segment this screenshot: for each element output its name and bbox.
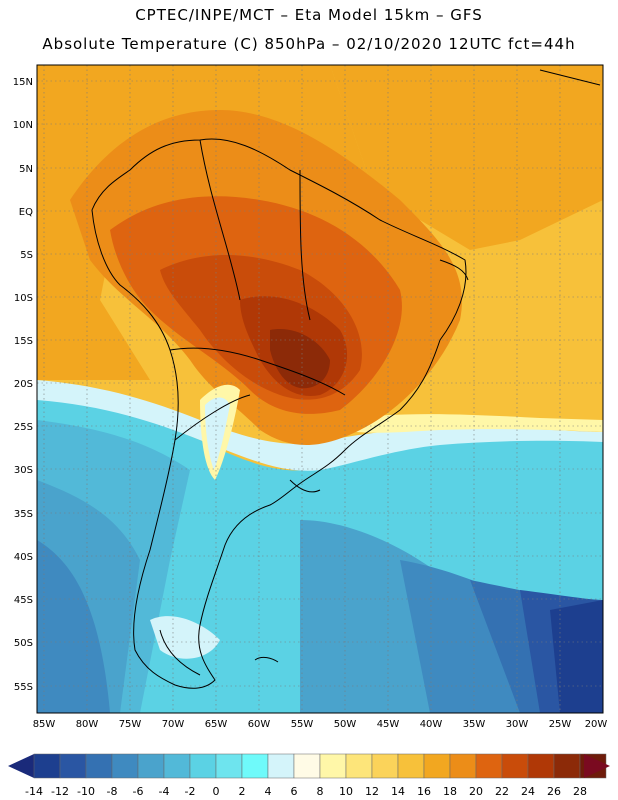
colorbar-swatch	[189, 753, 217, 779]
lat-label: 40S	[14, 552, 33, 563]
lon-label: 75W	[119, 719, 142, 730]
lat-label: 10N	[13, 120, 33, 131]
lon-label: 45W	[377, 719, 400, 730]
coastlines	[91, 69, 601, 689]
lat-label: 25S	[14, 422, 33, 433]
lon-label: 80W	[76, 719, 99, 730]
temperature-field	[37, 65, 603, 713]
lon-label: 50W	[334, 719, 357, 730]
colorbar-label: 18	[443, 785, 457, 798]
colorbar-label: -4	[159, 785, 170, 798]
colorbar-swatch	[475, 753, 503, 779]
lat-label: 15S	[14, 336, 33, 347]
lat-label: 30S	[14, 465, 33, 476]
colorbar-label: 12	[365, 785, 379, 798]
colorbar-low-arrow	[8, 754, 34, 778]
colorbar-swatch	[553, 753, 581, 779]
colorbar-label: 20	[469, 785, 483, 798]
lon-label: 65W	[205, 719, 228, 730]
lon-label: 40W	[420, 719, 443, 730]
colorbar-swatch	[163, 753, 191, 779]
lon-label: 60W	[248, 719, 271, 730]
colorbar-label: 28	[573, 785, 587, 798]
colorbar-label: 6	[291, 785, 298, 798]
colorbar-high-arrow	[584, 754, 610, 778]
colorbar-label: -8	[107, 785, 118, 798]
colorbar-label: 26	[547, 785, 561, 798]
colorbar-swatch	[371, 753, 399, 779]
colorbar-swatch	[33, 753, 61, 779]
colorbar-swatch	[137, 753, 165, 779]
colorbar-label: -6	[133, 785, 144, 798]
lat-label: 10S	[14, 293, 33, 304]
lon-label: 70W	[162, 719, 185, 730]
colorbar-label: 2	[239, 785, 246, 798]
lat-label: 15N	[13, 77, 33, 88]
colorbar-swatch	[449, 753, 477, 779]
colorbar-label: 16	[417, 785, 431, 798]
grid-lines	[37, 65, 603, 713]
colorbar-swatch	[215, 753, 243, 779]
colorbar-label: -12	[51, 785, 69, 798]
colorbar-swatch	[59, 753, 87, 779]
lat-label: 35S	[14, 509, 33, 520]
colorbar-swatch	[345, 753, 373, 779]
colorbar-label: 10	[339, 785, 353, 798]
colorbar-swatch	[397, 753, 425, 779]
colorbar-label: -2	[185, 785, 196, 798]
colorbar-label: 14	[391, 785, 405, 798]
lon-label: 55W	[291, 719, 314, 730]
colorbar-label: 8	[317, 785, 324, 798]
lat-label: EQ	[19, 207, 33, 218]
colorbar-swatch	[267, 753, 295, 779]
colorbar-swatch	[241, 753, 269, 779]
colorbar-swatch	[85, 753, 113, 779]
colorbar-label: 24	[521, 785, 535, 798]
chart-title-line-2: Absolute Temperature (C) 850hPa – 02/10/…	[42, 35, 576, 53]
lat-label: 45S	[14, 595, 33, 606]
lat-label: 55S	[14, 682, 33, 693]
chart-title-line-1: CPTEC/INPE/MCT – Eta Model 15km – GFS	[135, 6, 483, 24]
colorbar-swatch	[527, 753, 555, 779]
colorbar-label: 4	[265, 785, 272, 798]
colorbar-swatch	[293, 753, 321, 779]
colorbar-swatch	[319, 753, 347, 779]
colorbar-label: 22	[495, 785, 509, 798]
lon-label: 35W	[463, 719, 486, 730]
lon-label: 20W	[585, 719, 608, 730]
lon-label: 30W	[506, 719, 529, 730]
colorbar: -14 -12 -10 -8 -6 -4 -2 0 2 4 6 8 10 12 …	[8, 753, 610, 798]
colorbar-label: 0	[213, 785, 220, 798]
lat-label: 5N	[19, 164, 33, 175]
colorbar-swatch	[501, 753, 529, 779]
colorbar-swatch	[423, 753, 451, 779]
latitude-labels: 15N 10N 5N EQ 5S 10S 15S 20S 25S 30S 35S…	[13, 77, 33, 693]
longitude-labels: 85W 80W 75W 70W 65W 60W 55W 50W 45W 40W …	[33, 719, 608, 730]
map-frame	[36, 64, 604, 714]
colorbar-swatch	[111, 753, 139, 779]
lat-label: 50S	[14, 638, 33, 649]
colorbar-label: -14	[25, 785, 43, 798]
lat-label: 5S	[20, 250, 33, 261]
lon-label: 25W	[549, 719, 572, 730]
lat-label: 20S	[14, 379, 33, 390]
lon-label: 85W	[33, 719, 56, 730]
colorbar-label: -10	[77, 785, 95, 798]
